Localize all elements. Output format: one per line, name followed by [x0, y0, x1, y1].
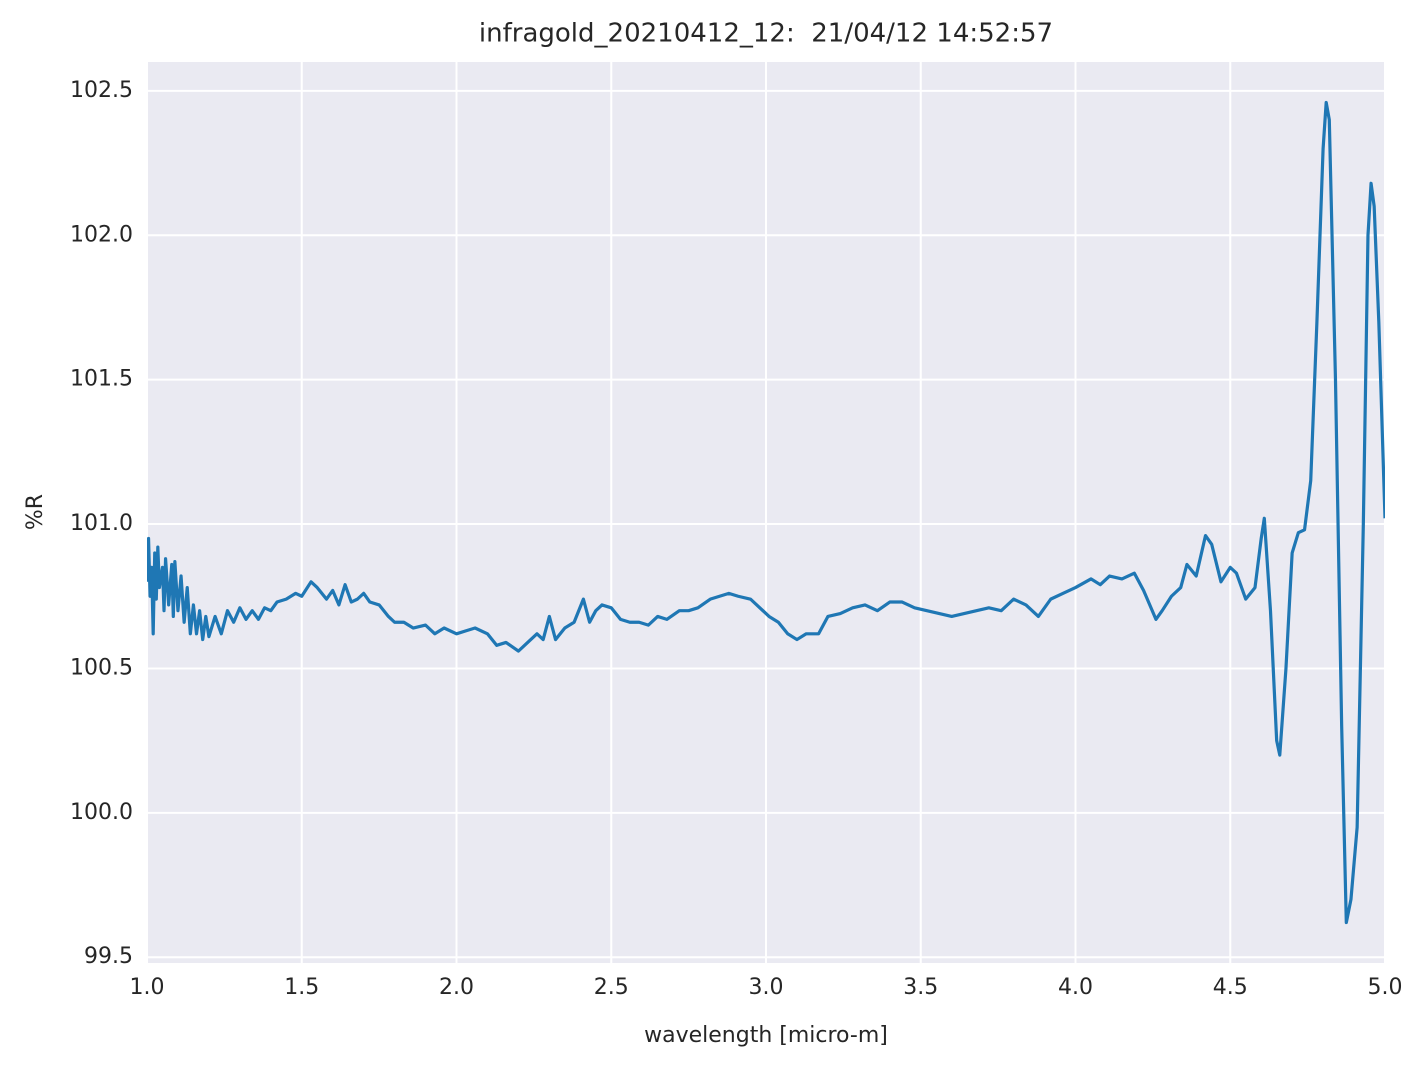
x-tick-label: 3.5 [903, 975, 938, 1000]
x-tick-label: 4.5 [1213, 975, 1248, 1000]
y-tick-label: 100.5 [70, 655, 133, 680]
y-tick-label: 102.5 [70, 78, 133, 103]
y-tick-label: 101.0 [70, 511, 133, 536]
x-tick-label: 2.5 [594, 975, 629, 1000]
y-tick-label: 101.5 [70, 367, 133, 392]
y-axis-label: %R [23, 494, 48, 530]
x-tick-label: 1.0 [130, 975, 165, 1000]
chart-title: infragold_20210412_12: 21/04/12 14:52:57 [479, 19, 1053, 49]
x-tick-label: 3.0 [749, 975, 784, 1000]
x-tick-label: 2.0 [439, 975, 474, 1000]
y-tick-label: 99.5 [84, 944, 133, 969]
y-tick-label: 102.0 [70, 222, 133, 247]
data-line [147, 100, 1385, 925]
x-tick-label: 5.0 [1368, 975, 1403, 1000]
x-axis-label: wavelength [micro-m] [644, 1023, 888, 1048]
x-tick-label: 4.0 [1058, 975, 1093, 1000]
x-tick-label: 1.5 [284, 975, 319, 1000]
y-tick-label: 100.0 [70, 800, 133, 825]
